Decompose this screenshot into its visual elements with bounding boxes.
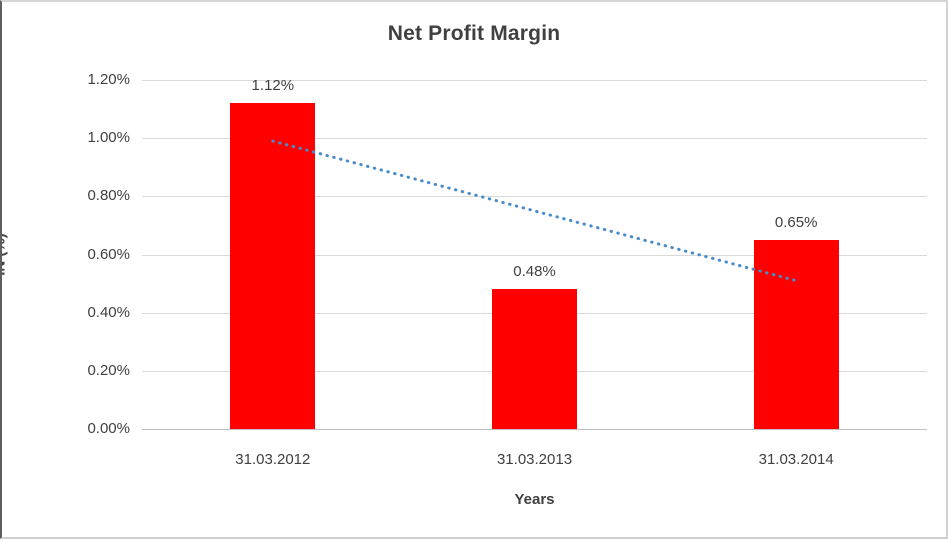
gridline-0.00% — [142, 429, 927, 430]
gridline-1.00% — [142, 138, 927, 140]
x-tick-label: 31.03.2012 — [235, 451, 311, 468]
chart-title: Net Profit Margin — [387, 22, 561, 45]
x-tick-label: 31.03.2014 — [758, 451, 834, 468]
y-tick-label: 0.80% — [87, 187, 130, 205]
y-tick-label: 0.40% — [87, 303, 130, 321]
y-tick-label: 1.00% — [87, 129, 130, 147]
gridline-1.20% — [142, 80, 927, 81]
bar-31.03.2014 — [753, 239, 839, 429]
data-label: 0.48% — [513, 263, 556, 281]
y-tick-label: 0.60% — [87, 245, 130, 263]
x-axis-title: Years — [514, 491, 555, 508]
data-label: 1.12% — [251, 77, 295, 95]
bar-31.03.2012 — [230, 103, 316, 429]
y-tick-label: 0.20% — [87, 361, 130, 379]
y-tick-label: 0.00% — [87, 420, 130, 437]
y-tick-label: 1.20% — [87, 71, 130, 88]
x-tick-label: 31.03.2013 — [496, 451, 573, 468]
bar-31.03.2013 — [492, 289, 577, 429]
data-label: 0.65% — [774, 213, 818, 231]
plot-area: 1.12% 31.03.2012 0.48% 31.03.2013 0.65% 31.03… — [142, 77, 927, 508]
